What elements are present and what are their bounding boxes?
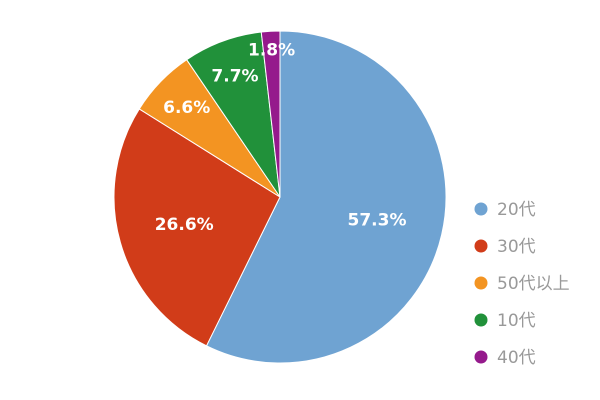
legend-label: 30代 — [497, 237, 536, 257]
slice-label: 26.6% — [155, 215, 214, 235]
pie-slice — [205, 30, 447, 364]
legend-marker — [474, 350, 488, 364]
pie-slice — [113, 108, 281, 347]
legend-marker — [474, 313, 488, 327]
slice-label: 1.8% — [248, 41, 295, 61]
slice-label: 6.6% — [163, 98, 210, 118]
legend-label: 50代以上 — [497, 274, 570, 294]
legend-label: 10代 — [497, 311, 536, 331]
legend-marker — [474, 239, 488, 253]
legend-marker — [474, 202, 488, 216]
pie-slices — [113, 30, 447, 364]
slice-label: 57.3% — [348, 211, 407, 231]
legend-marker — [474, 276, 488, 290]
slice-labels: 57.3% 26.6% 6.6%7.7% 1.8% — [155, 41, 407, 236]
legend-label: 40代 — [497, 348, 536, 368]
pie-slice — [260, 30, 281, 198]
legend: 20代 30代 50代以上 10代 40代 — [474, 200, 570, 368]
legend-label: 20代 — [497, 200, 536, 220]
slice-label: 7.7% — [211, 67, 258, 87]
